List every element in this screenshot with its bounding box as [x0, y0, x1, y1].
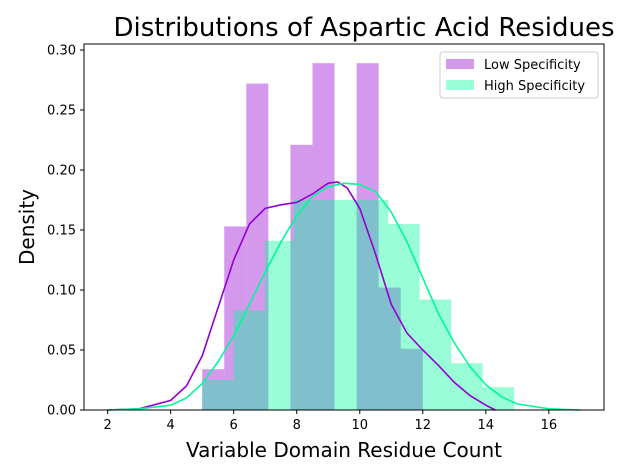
histogram-series-high — [202, 200, 515, 410]
histogram-bar — [202, 369, 225, 410]
legend-swatch — [446, 80, 474, 90]
x-tick-label: 2 — [103, 418, 111, 433]
histogram-bar — [265, 240, 294, 410]
legend-label: Low Specificity — [484, 58, 581, 73]
plot-area — [83, 43, 605, 411]
y-tick-label: 0.00 — [47, 404, 76, 419]
x-tick-label: 16 — [541, 418, 558, 433]
x-tick-label: 6 — [230, 418, 238, 433]
x-tick-label: 14 — [478, 418, 495, 433]
histogram-bar — [293, 200, 326, 410]
y-tick-label: 0.25 — [47, 104, 76, 119]
kde-line-high — [107, 182, 581, 411]
y-tick-label: 0.30 — [47, 44, 76, 59]
histogram-bar — [202, 380, 234, 410]
histogram-bar — [233, 310, 266, 410]
histogram-bar — [246, 83, 269, 410]
histogram-bar — [388, 224, 420, 410]
kde-line-low — [107, 181, 496, 411]
legend-swatch — [446, 59, 474, 69]
histogram-bar — [419, 299, 452, 410]
legend-label: High Specificity — [484, 79, 585, 94]
histogram-bar — [356, 63, 379, 410]
x-tick-label: 12 — [415, 418, 432, 433]
histogram-bar — [400, 348, 423, 410]
histogram-bar — [451, 363, 483, 410]
x-tick-label: 8 — [293, 418, 301, 433]
y-axis: 0.00 0.05 0.10 0.15 0.20 0.25 0.30 — [47, 44, 84, 419]
histogram-bar — [325, 200, 357, 410]
x-axis: 2 4 6 8 10 12 14 16 — [103, 410, 557, 433]
x-axis-label: Variable Domain Residue Count — [186, 438, 502, 462]
histogram-bar — [312, 63, 335, 410]
y-axis-label: Density — [15, 189, 39, 265]
histogram-bar — [356, 200, 389, 410]
y-tick-label: 0.20 — [47, 164, 76, 179]
y-tick-label: 0.10 — [47, 284, 76, 299]
histogram-bar — [290, 144, 313, 411]
x-tick-label: 10 — [351, 418, 368, 433]
y-tick-label: 0.05 — [47, 344, 76, 359]
histogram-bar — [482, 387, 515, 410]
legend: Low Specificity High Specificity — [439, 51, 599, 99]
chart-title: Distributions of Aspartic Acid Residues — [113, 13, 614, 43]
y-tick-label: 0.15 — [47, 224, 76, 239]
x-tick-label: 4 — [167, 418, 175, 433]
legend-box — [439, 51, 599, 99]
plot-frame — [83, 43, 605, 411]
histogram-bar — [378, 287, 401, 410]
